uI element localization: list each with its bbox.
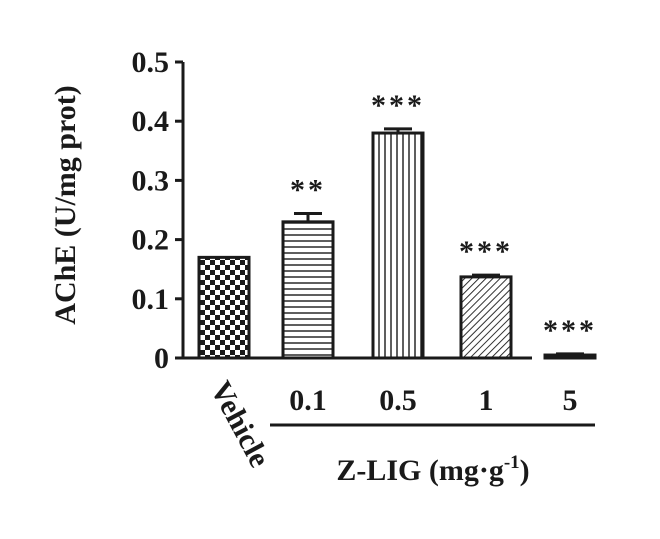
y-tick-label: 0 — [154, 342, 169, 375]
y-tick-label: 0.4 — [132, 105, 170, 138]
y-tick-label: 0.3 — [132, 164, 170, 197]
y-tick-label: 0.1 — [132, 283, 170, 316]
bar — [371, 131, 425, 360]
group-label: Z-LIG (mg·g-1) — [336, 452, 529, 487]
group-label-text: Z-LIG (mg·g — [336, 454, 504, 487]
group-label-suffix: ) — [520, 454, 530, 487]
bars-group: *********** — [197, 89, 597, 360]
x-tick-label: 0.1 — [289, 384, 327, 417]
bar — [543, 353, 597, 360]
y-axis-label: AChE (U/mg prot) — [49, 85, 82, 324]
bar — [459, 275, 513, 360]
x-tick-label: Vehicle — [204, 376, 276, 473]
bar — [197, 255, 251, 360]
bar — [281, 220, 335, 360]
x-tick-label: 0.5 — [379, 384, 417, 417]
x-tick-label: 5 — [563, 384, 578, 417]
significance-label: ** — [290, 174, 326, 207]
y-tick-label: 0.5 — [132, 46, 170, 79]
group-label-superscript: -1 — [504, 452, 520, 473]
x-tick-label: 1 — [479, 384, 494, 417]
significance-label: *** — [371, 89, 425, 122]
significance-label: *** — [543, 314, 597, 347]
significance-label: *** — [459, 235, 513, 268]
y-tick-label: 0.2 — [132, 224, 170, 257]
